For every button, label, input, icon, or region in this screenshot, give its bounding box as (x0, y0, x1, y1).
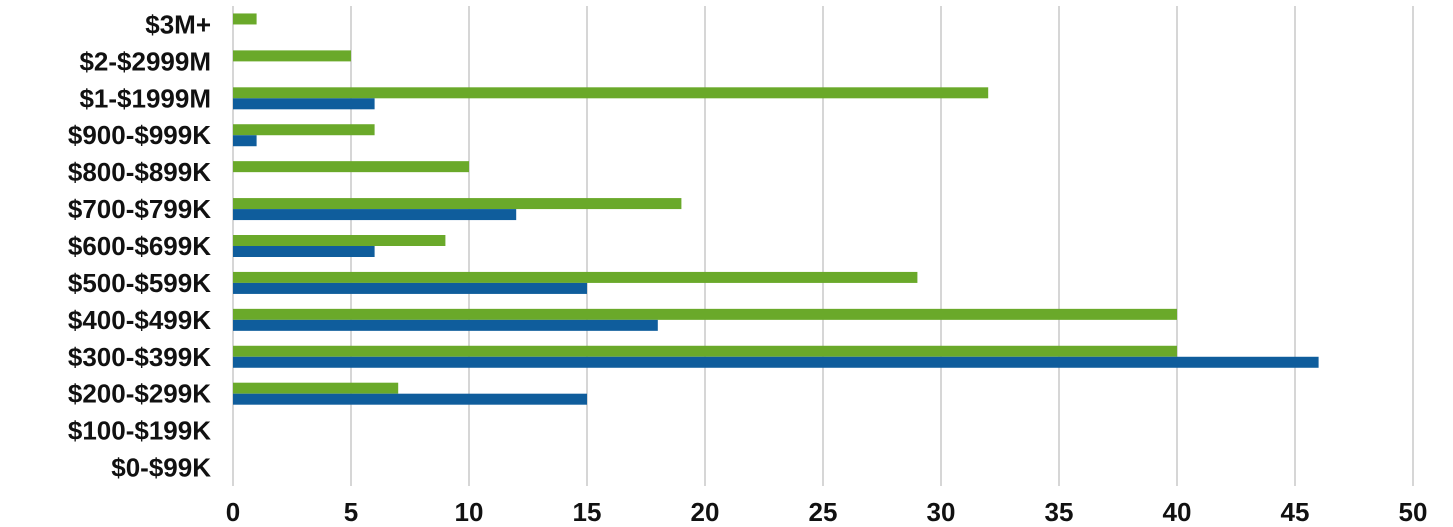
x-tick-label: 35 (1045, 497, 1074, 527)
category-label: $500-$599K (68, 268, 211, 298)
bar-series-2 (233, 319, 658, 331)
bar-series-2 (233, 246, 375, 257)
bar-series-1 (233, 198, 682, 210)
x-tick-label: 10 (455, 497, 484, 527)
x-tick-label: 5 (344, 497, 358, 527)
category-label: $1-$1999M (79, 83, 211, 113)
bar-series-2 (233, 356, 1319, 368)
bar-series-1 (233, 87, 989, 99)
bar-series-1 (233, 50, 351, 62)
bar-series-2 (233, 135, 257, 147)
x-tick-label: 25 (809, 497, 838, 527)
category-label: $400-$499K (68, 305, 211, 335)
category-labels: $3M+ $2-$2999M $1-$1999M $900-$999K $800-$89… (68, 9, 211, 482)
bar-series-2 (233, 209, 517, 221)
x-tick-label: 20 (691, 497, 720, 527)
bar-series-1 (233, 271, 918, 283)
bar-series-1 (233, 382, 399, 394)
x-tick-label: 40 (1163, 497, 1192, 527)
category-label: $2-$2999M (79, 46, 211, 76)
x-tick-label: 0 (226, 497, 240, 527)
bar-series-1 (233, 13, 257, 25)
bar-series-1 (233, 345, 1177, 357)
x-tick-label: 45 (1281, 497, 1310, 527)
x-tick-label: 50 (1399, 497, 1428, 527)
category-label: $800-$899K (68, 157, 211, 187)
category-label: $0-$99K (111, 453, 211, 483)
bar-series-2 (233, 282, 587, 294)
x-tick-label: 30 (927, 497, 956, 527)
category-label: $200-$299K (68, 379, 211, 409)
category-label: $700-$799K (68, 194, 211, 224)
bar-series-1 (233, 235, 446, 246)
category-label: $300-$399K (68, 342, 211, 372)
category-label: $900-$999K (68, 120, 211, 150)
bars (233, 13, 1319, 405)
category-label: $3M+ (145, 9, 211, 39)
category-label: $100-$199K (68, 416, 211, 446)
x-tick-label: 15 (573, 497, 602, 527)
bar-series-2 (233, 98, 375, 110)
bar-series-2 (233, 393, 587, 405)
bar-series-1 (233, 161, 469, 173)
x-axis-tick-labels: 0 5 10 15 20 25 30 35 40 45 50 (226, 497, 1428, 527)
bar-series-1 (233, 124, 375, 136)
category-label: $600-$699K (68, 231, 211, 261)
bar-series-1 (233, 308, 1177, 320)
gridlines (232, 6, 1414, 486)
